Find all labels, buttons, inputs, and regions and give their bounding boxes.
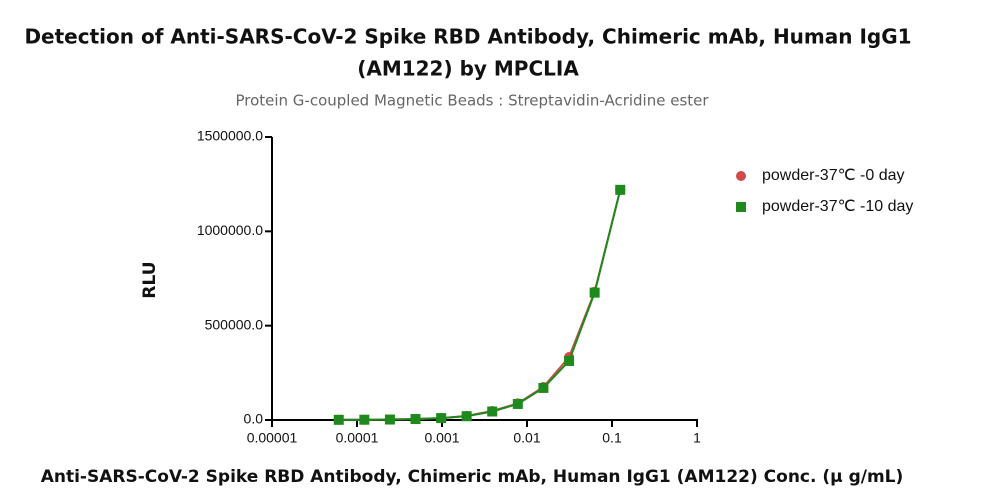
data-point xyxy=(410,414,421,425)
data-point xyxy=(512,398,523,409)
data-point xyxy=(589,287,600,298)
legend-label: powder-37℃ -0 day xyxy=(762,167,904,184)
y-tick-label: 1500000.0 xyxy=(197,128,263,144)
x-axis-label: Anti-SARS-CoV-2 Spike RBD Antibody, Chim… xyxy=(41,467,904,487)
x-tick-label: 0.001 xyxy=(424,430,459,446)
x-tick-label: 0.1 xyxy=(602,430,622,446)
data-point xyxy=(487,406,498,417)
data-point xyxy=(333,414,344,425)
chart-title: (AM122) by MPCLIA xyxy=(357,57,579,81)
series-line xyxy=(338,189,622,421)
x-tick-label: 0.00001 xyxy=(247,430,298,446)
series-line xyxy=(338,189,622,421)
data-point xyxy=(359,414,370,425)
legend-marker xyxy=(736,202,746,212)
data-point xyxy=(384,414,395,425)
legend-marker xyxy=(736,171,746,181)
data-point xyxy=(538,382,549,393)
y-tick-label: 1000000.0 xyxy=(197,222,263,238)
chart-subtitle: Protein G-coupled Magnetic Beads : Strep… xyxy=(235,92,709,110)
y-tick-label: 500000.0 xyxy=(205,316,264,332)
legend-label: powder-37℃ -10 day xyxy=(762,198,913,215)
data-point xyxy=(461,411,472,422)
x-tick-label: 1 xyxy=(693,430,701,446)
x-tick-label: 0.01 xyxy=(513,430,540,446)
y-tick-label: 0.0 xyxy=(244,411,264,427)
data-point xyxy=(436,413,447,424)
data-point xyxy=(615,184,626,195)
chart-title: Detection of Anti-SARS-CoV-2 Spike RBD A… xyxy=(24,25,911,49)
y-axis-label: RLU xyxy=(140,261,160,298)
data-point xyxy=(564,355,575,366)
x-tick-label: 0.0001 xyxy=(336,430,379,446)
